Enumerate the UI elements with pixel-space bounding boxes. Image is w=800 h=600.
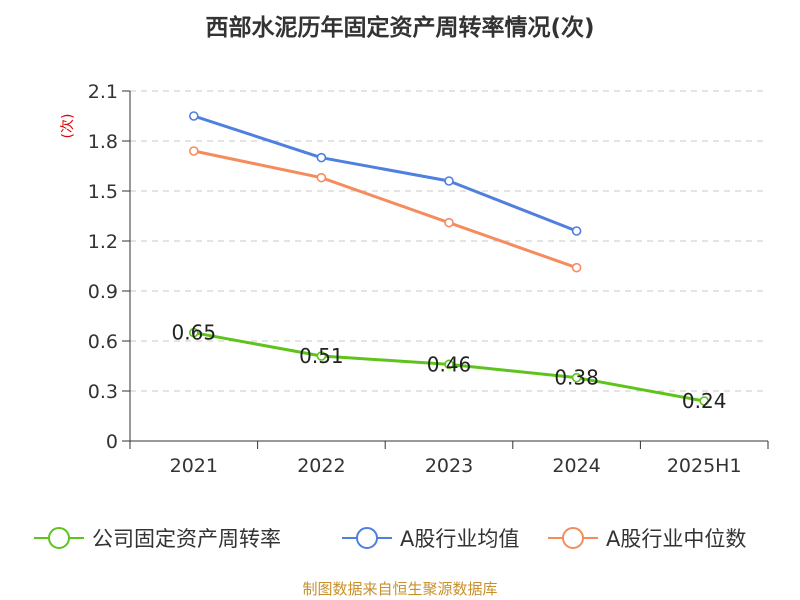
- x-tick-label: 2025H1: [667, 455, 742, 477]
- series-point: [571, 372, 582, 383]
- legend-label-company: 公司固定资产周转率: [92, 527, 281, 551]
- x-tick-label: 2023: [425, 455, 473, 477]
- series-lines: [189, 111, 710, 406]
- legend-item-company[interactable]: 公司固定资产周转率: [34, 520, 281, 556]
- series-point: [189, 111, 199, 121]
- legend-label-industry-median: A股行业中位数: [606, 527, 747, 551]
- data-label: 0.51: [299, 344, 344, 368]
- series-point: [444, 359, 454, 370]
- x-tick-label: 2024: [552, 455, 600, 477]
- legend-marker: [48, 527, 70, 549]
- y-tick-label: 2.1: [88, 81, 118, 103]
- source-note: 制图数据来自恒生聚源数据库: [302, 580, 498, 598]
- y-tick-label: 1.8: [88, 131, 118, 153]
- legend-swatch-orange-icon: [548, 526, 598, 550]
- x-tick-label: 2021: [170, 455, 218, 477]
- legend-swatch-green-icon: [34, 526, 84, 550]
- series-point: [189, 146, 199, 156]
- legend-marker: [562, 527, 584, 549]
- legend: 公司固定资产周转率 A股行业均值 A股行业中位数: [0, 520, 800, 556]
- series-point: [316, 152, 327, 163]
- series-point: [444, 217, 454, 228]
- chart-title: 西部水泥历年固定资产周转率情况(次): [205, 15, 595, 41]
- axes: 0 0.3 0.6 0.9 1.2 1.5 1.8 2.1 2021 2022 2023 2024 20…: [88, 81, 769, 477]
- series-line: [192, 149, 579, 270]
- legend-marker: [356, 527, 378, 549]
- grid-lines: [130, 90, 768, 392]
- legend-swatch-blue-icon: [342, 526, 392, 550]
- legend-item-industry-avg[interactable]: A股行业均值: [342, 520, 519, 556]
- y-tick-label: 1.2: [88, 231, 118, 253]
- series-line: [192, 114, 579, 233]
- y-tick-label: 0: [106, 431, 118, 453]
- series-point: [699, 396, 710, 406]
- x-tick-label: 2022: [297, 455, 345, 477]
- y-tick-label: 1.5: [88, 181, 118, 203]
- legend-label-industry-avg: A股行业均值: [400, 527, 520, 551]
- series-point: [444, 176, 454, 186]
- data-label: 0.38: [554, 366, 599, 390]
- data-label: 0.46: [427, 352, 472, 376]
- series-point: [316, 351, 327, 361]
- series-point: [571, 262, 582, 273]
- series-point: [571, 226, 582, 236]
- y-tick-label: 0.3: [88, 381, 118, 403]
- y-tick-label: 0.9: [88, 281, 118, 303]
- series-point: [316, 172, 327, 183]
- data-label: 0.65: [172, 321, 217, 345]
- y-axis-unit-label: (次): [60, 114, 76, 139]
- y-tick-label: 0.6: [88, 331, 118, 353]
- series-point: [189, 327, 199, 338]
- data-labels: 0.65 0.51 0.46 0.38 0.24: [172, 321, 727, 413]
- legend-item-industry-median[interactable]: A股行业中位数: [548, 520, 746, 556]
- data-label: 0.24: [682, 389, 727, 413]
